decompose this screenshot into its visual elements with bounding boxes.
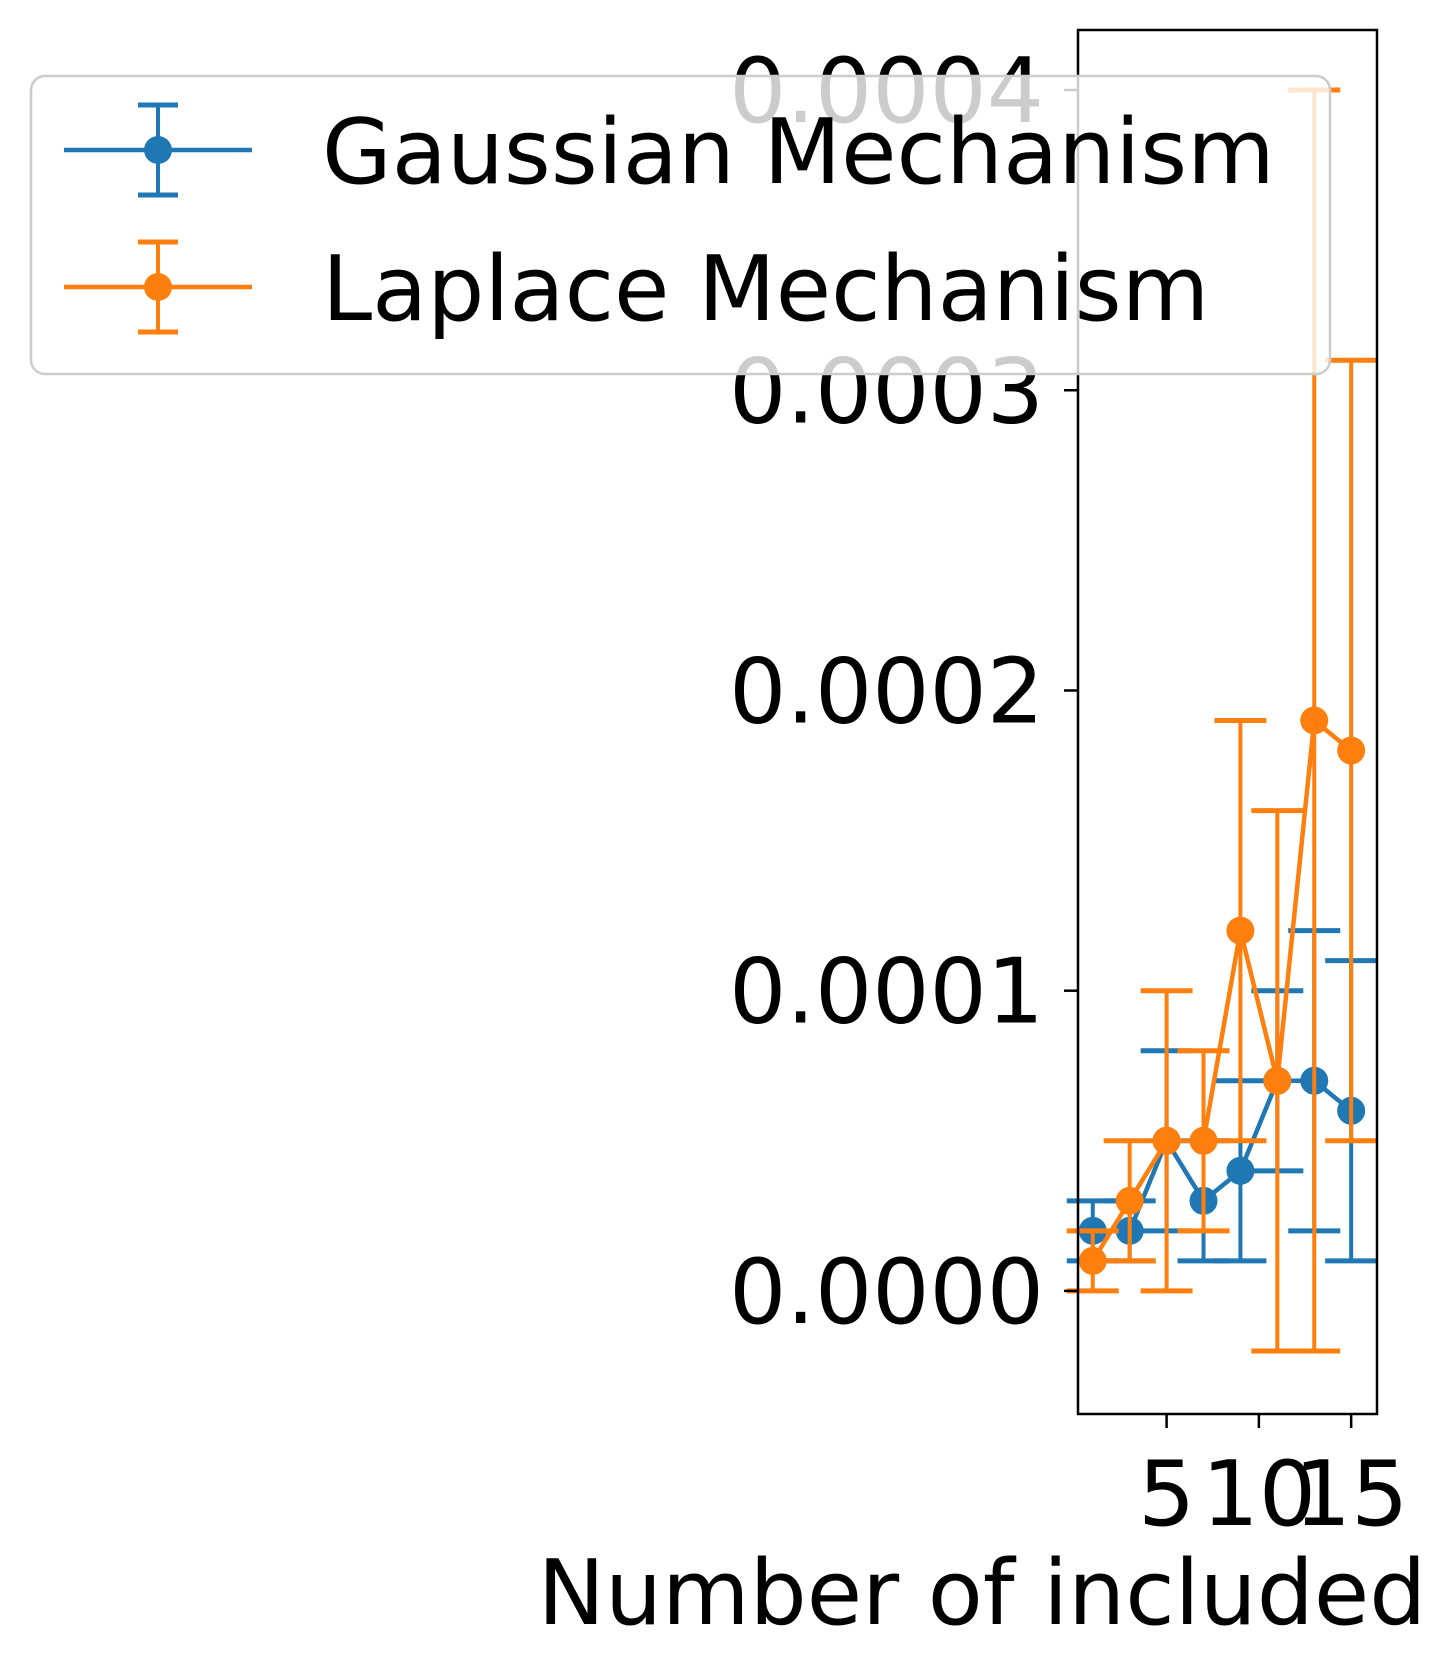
x-tick-label-1: 10 (1202, 1442, 1317, 1547)
x-tick-label-2: 15 (1294, 1442, 1409, 1547)
legend-marker-1 (144, 273, 172, 301)
data-point-1-1 (1115, 1186, 1144, 1215)
data-point-1-2 (1152, 1126, 1181, 1155)
data-point-1-3 (1189, 1126, 1218, 1155)
data-point-1-4 (1226, 916, 1255, 945)
data-point-1-7 (1337, 736, 1366, 765)
legend-label-1: Laplace Mechanism (322, 237, 1209, 342)
y-tick-label-2: 0.0002 (729, 639, 1044, 744)
data-point-0-4 (1226, 1156, 1255, 1185)
data-point-1-5 (1263, 1066, 1292, 1095)
data-point-1-6 (1300, 706, 1329, 735)
plot-frame (1076, 28, 1379, 1416)
y-tick-label-1: 0.0001 (729, 940, 1044, 1045)
x-axis-label: Number of included (538, 1541, 1427, 1646)
data-point-1-0 (1078, 1246, 1107, 1275)
legend: Gaussian Mechanism Laplace Mechanism (29, 74, 1332, 376)
legend-entry-0: Gaussian Mechanism (64, 100, 1275, 205)
legend-box (29, 74, 1332, 376)
legend-entry-1: Laplace Mechanism (64, 237, 1209, 342)
legend-label-0: Gaussian Mechanism (322, 100, 1275, 205)
legend-marker-0 (144, 136, 172, 164)
x-tick-label-0: 5 (1138, 1442, 1195, 1547)
y-tick-label-0: 0.0000 (729, 1240, 1044, 1345)
